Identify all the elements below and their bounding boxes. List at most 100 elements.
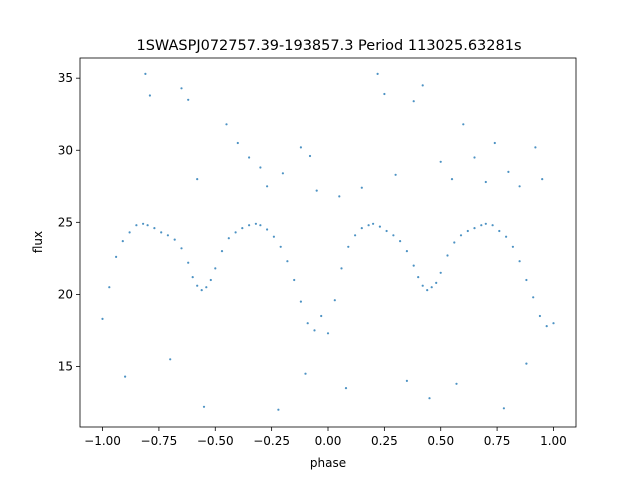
data-point [200, 289, 203, 292]
data-point [552, 322, 555, 325]
y-tick-label: 15 [58, 359, 73, 373]
x-tick-label: −0.50 [197, 434, 234, 448]
data-point [166, 234, 169, 237]
data-point [392, 234, 395, 237]
data-point [405, 250, 408, 253]
data-point [220, 250, 224, 253]
data-point [491, 224, 494, 227]
outlier-point [281, 172, 284, 175]
data-point [160, 231, 163, 234]
data-point [412, 264, 415, 267]
outlier-point [236, 141, 239, 145]
outlier-point [304, 372, 307, 375]
outlier-point [462, 123, 465, 126]
data-point [459, 234, 463, 237]
data-point [227, 237, 230, 240]
data-point [545, 325, 548, 328]
outlier-point [248, 156, 251, 159]
y-axis: 15 20 25 30 35 [58, 71, 80, 373]
data-point [385, 229, 388, 233]
data-point [254, 222, 257, 225]
outlier-point [277, 408, 280, 411]
data-point [196, 284, 199, 287]
data-point [498, 229, 501, 233]
y-axis-label: flux [31, 231, 45, 253]
data-point [466, 229, 469, 233]
outlier-point [541, 178, 544, 181]
data-point [426, 289, 429, 292]
data-point [108, 286, 111, 289]
outlier-point [360, 186, 363, 189]
data-point [439, 271, 442, 274]
y-tick-label: 20 [58, 287, 73, 301]
data-point [146, 224, 149, 227]
outlier-point [421, 84, 424, 87]
outlier-point [473, 156, 476, 159]
outlier-point [376, 72, 379, 75]
data-point [320, 314, 323, 318]
outlier-point [439, 160, 442, 163]
data-point [272, 235, 275, 238]
data-point [191, 276, 194, 279]
outlier-point [484, 180, 487, 184]
data-point [293, 278, 296, 282]
x-tick-label: 0.25 [371, 434, 398, 448]
data-point [360, 227, 363, 230]
data-point [435, 281, 438, 284]
outlier-point [412, 100, 415, 103]
data-point [173, 238, 176, 241]
data-point [205, 286, 208, 289]
outlier-point [493, 141, 496, 145]
data-point [326, 332, 330, 335]
data-point [259, 224, 262, 227]
data-point [538, 314, 542, 318]
outlier-point [187, 98, 190, 101]
data-point [121, 240, 124, 243]
plot-frame [79, 57, 577, 428]
data-point [299, 300, 302, 303]
outlier-point [455, 382, 458, 385]
x-tick-label: −0.25 [253, 434, 290, 448]
data-point [135, 224, 138, 227]
outlier-point [502, 407, 505, 410]
data-point [354, 234, 357, 237]
outlier-point [308, 154, 312, 158]
data-point [378, 225, 381, 228]
data-point [279, 245, 282, 248]
data-point [214, 267, 217, 270]
outlier-point [202, 405, 206, 408]
data-point [180, 247, 183, 250]
data-point [446, 254, 449, 257]
data-point [248, 224, 251, 227]
y-tick-label: 35 [58, 71, 73, 85]
outlier-point [383, 92, 386, 96]
outlier-point [169, 358, 172, 361]
data-point [505, 235, 508, 238]
outlier-point [180, 87, 183, 90]
x-tick-label: 0.50 [427, 434, 454, 448]
outlier-point [518, 185, 521, 188]
data-point [101, 317, 104, 320]
outlier-point [344, 387, 348, 390]
x-axis: −1.00 −0.75 −0.50 −0.25 0.00 0.25 0.50 0.75 1.00 [84, 427, 567, 448]
outlier-point [394, 173, 397, 176]
data-point [153, 227, 156, 230]
data-point [115, 255, 118, 258]
data-point [234, 231, 237, 234]
data-point [518, 260, 521, 263]
data-point [347, 245, 350, 248]
outlier-point [428, 397, 431, 400]
outlier-point [144, 72, 147, 75]
data-point [480, 224, 483, 227]
data-points [101, 72, 555, 411]
outlier-point [405, 379, 408, 382]
data-point [286, 260, 289, 263]
outlier-point [450, 178, 454, 181]
data-point [340, 267, 343, 270]
data-point [417, 276, 420, 279]
outlier-point [338, 195, 341, 198]
data-point [209, 278, 212, 282]
data-point [473, 227, 476, 230]
x-axis-label: phase [310, 456, 346, 470]
